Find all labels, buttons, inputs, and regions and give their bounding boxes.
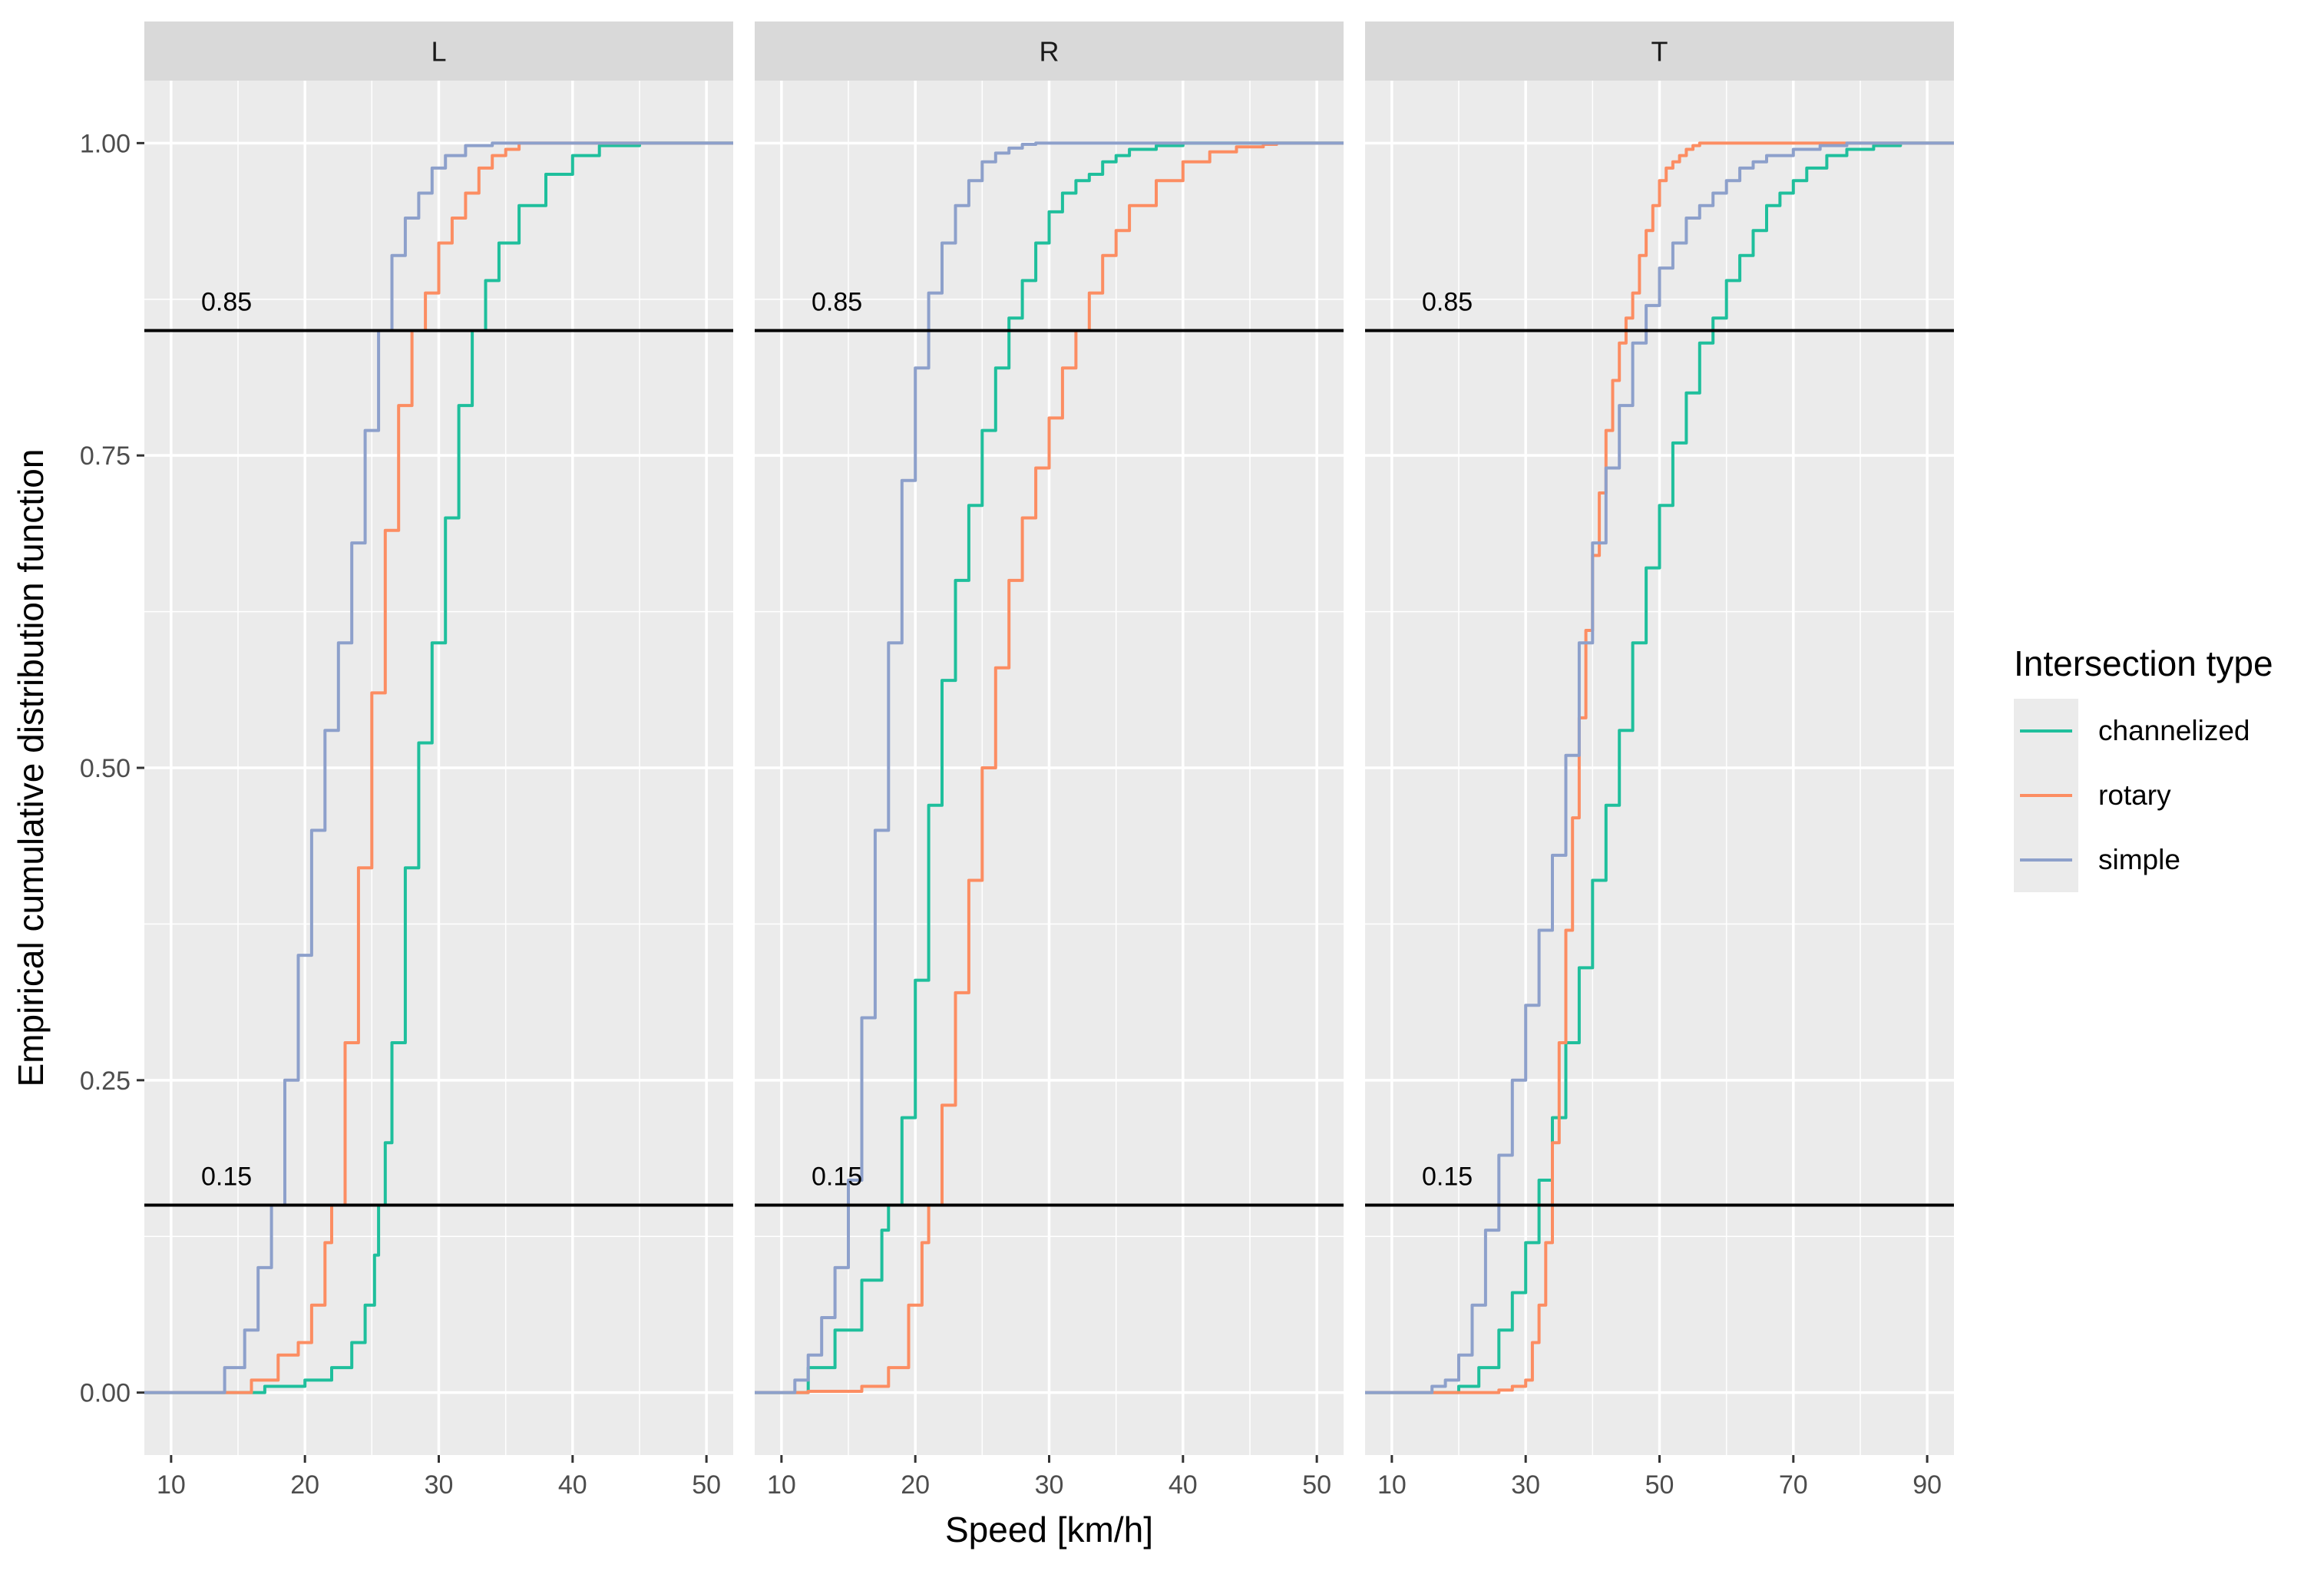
y-tick-label: 1.00 (80, 129, 131, 158)
x-tick-label: 70 (1779, 1470, 1808, 1500)
facet-strip (1365, 21, 1954, 81)
legend-label-channelized: channelized (2098, 715, 2250, 746)
facet-strip-label: L (431, 36, 446, 68)
ecdf-line-channelized (755, 141, 1344, 1394)
ecdf-line-simple (1365, 141, 1954, 1394)
x-tick-label: 40 (1169, 1470, 1198, 1500)
x-tick-label: 50 (1645, 1470, 1674, 1500)
facet-strip (144, 21, 733, 81)
legend-label-rotary: rotary (2098, 779, 2171, 811)
x-tick-label: 90 (1912, 1470, 1942, 1500)
y-axis-title: Empirical cumulative distribution functi… (11, 449, 51, 1087)
x-tick-label: 30 (1511, 1470, 1540, 1500)
x-tick-label: 20 (290, 1470, 319, 1500)
y-tick-label: 0.00 (80, 1379, 131, 1408)
reference-line-label: 0.85 (1422, 287, 1473, 316)
x-tick-label: 30 (425, 1470, 454, 1500)
x-tick-label: 10 (157, 1470, 186, 1500)
ecdf-line-simple (144, 141, 733, 1394)
ecdf-line-rotary (1365, 141, 1954, 1394)
y-tick-label: 0.25 (80, 1067, 131, 1096)
legend: Intersection type channelized rotary simple (2014, 643, 2273, 892)
y-tick-label: 0.75 (80, 442, 131, 471)
ecdf-line-rotary (755, 141, 1344, 1394)
reference-line-label: 0.15 (1422, 1163, 1473, 1192)
legend-label-simple: simple (2098, 844, 2180, 875)
x-tick-label: 20 (901, 1470, 930, 1500)
ecdf-line-channelized (1365, 141, 1954, 1394)
y-tick-label: 0.50 (80, 754, 131, 783)
facet-panel-r: R 10 20 30 40 50 0.85 0.15 (755, 21, 1344, 1500)
ecdf-line-rotary (144, 141, 733, 1394)
ecdf-line-simple (755, 141, 1344, 1394)
reference-line-label: 0.15 (201, 1163, 252, 1192)
reference-line-label: 0.85 (812, 287, 862, 316)
x-tick-label: 50 (692, 1470, 721, 1500)
facet-strip-label: R (1040, 36, 1060, 68)
x-tick-label: 10 (767, 1470, 796, 1500)
facet-panel-l: L 10 20 30 40 50 0.85 0.15 (144, 21, 733, 1500)
reference-line-label: 0.85 (201, 287, 252, 316)
x-tick-label: 30 (1035, 1470, 1064, 1500)
facet-strip (755, 21, 1344, 81)
x-tick-label: 10 (1377, 1470, 1407, 1500)
facet-strip-label: T (1651, 36, 1668, 68)
ecdf-line-channelized (144, 141, 733, 1394)
x-tick-label: 50 (1302, 1470, 1331, 1500)
legend-title: Intersection type (2014, 643, 2273, 683)
x-axis-title: Speed [km/h] (945, 1510, 1153, 1550)
x-tick-label: 40 (558, 1470, 587, 1500)
facet-panel-t: T 10 30 50 70 90 0.85 0.15 (1365, 21, 1954, 1500)
reference-line-label: 0.15 (812, 1163, 862, 1192)
